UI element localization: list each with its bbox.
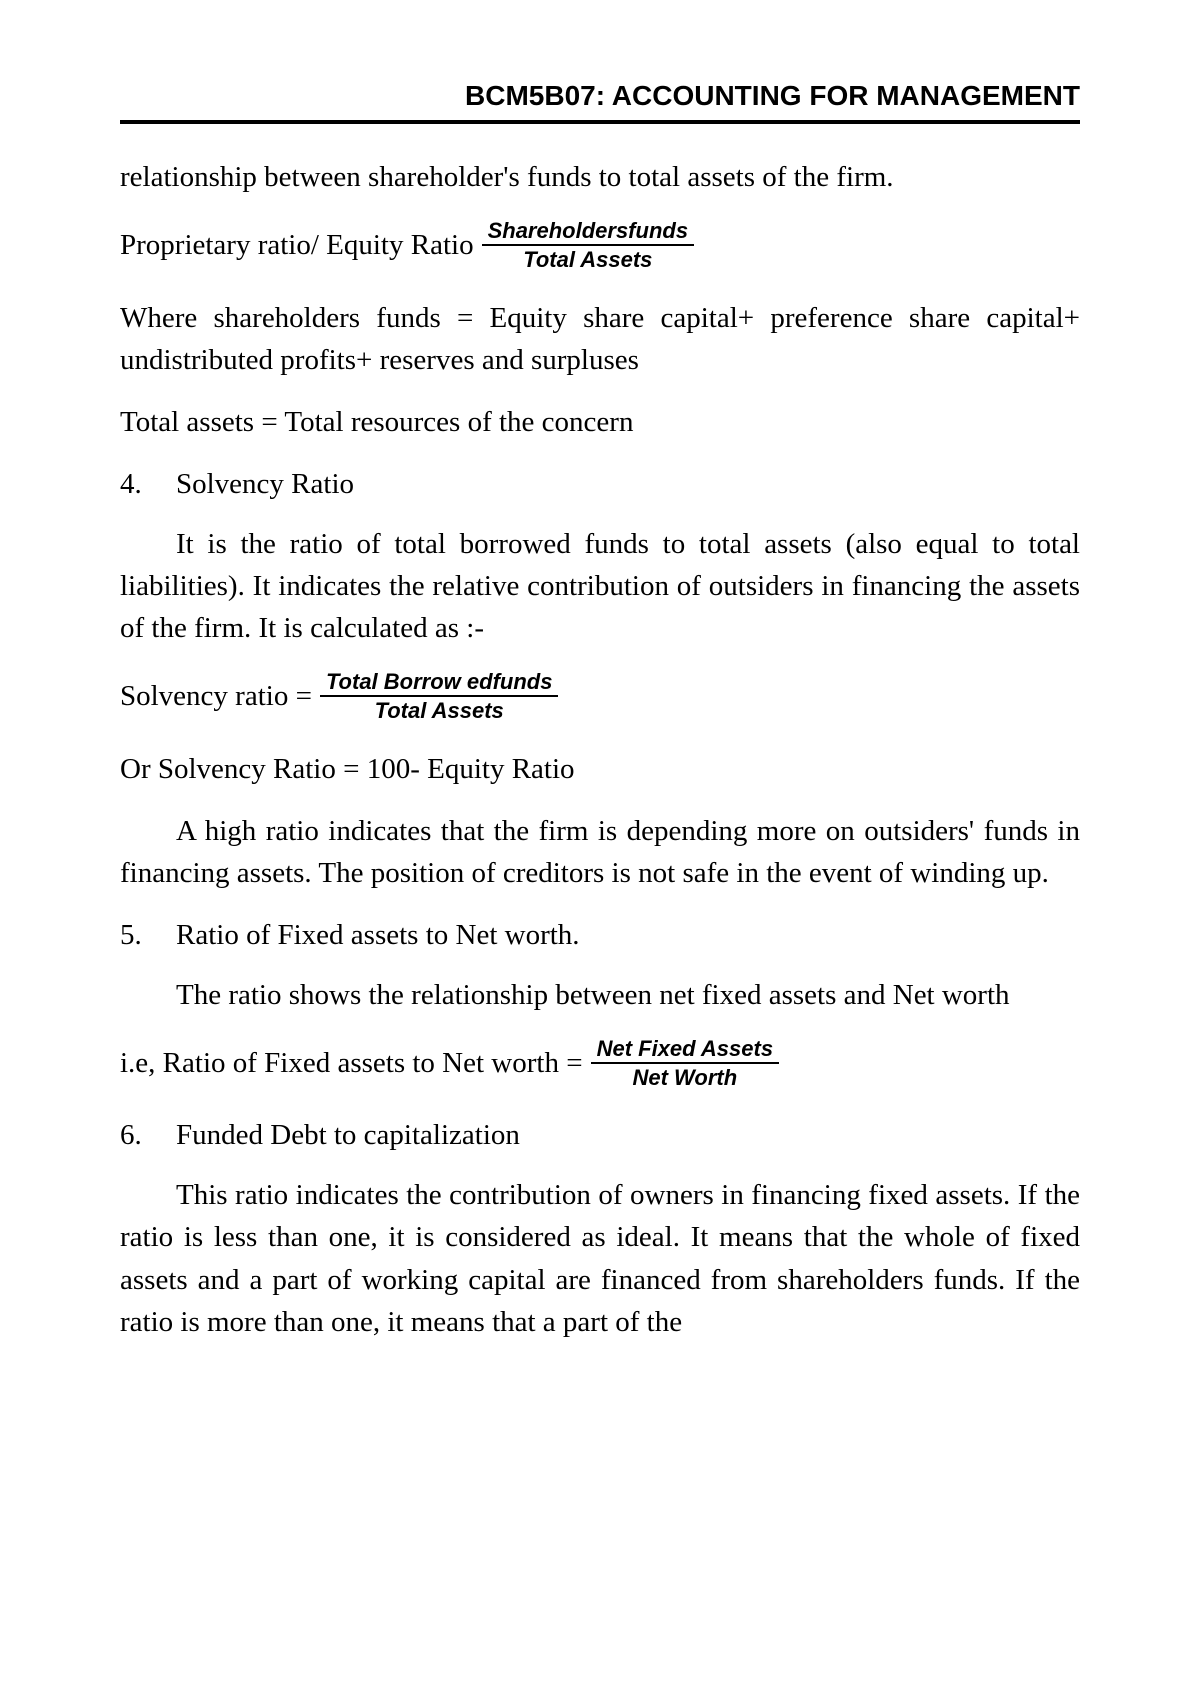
proprietary-fraction: Shareholdersfunds Total Assets [482,218,694,273]
solvency-formula-label: Solvency ratio = [120,680,312,713]
proprietary-formula: Proprietary ratio/ Equity Ratio Sharehol… [120,218,1080,273]
list-item-6: 6. Funded Debt to capitalization [120,1114,1080,1156]
proprietary-numerator: Shareholdersfunds [482,218,694,246]
solvency-fraction: Total Borrow edfunds Total Assets [320,669,559,724]
list-item-5: 5. Ratio of Fixed assets to Net worth. [120,914,1080,956]
solvency-description: It is the ratio of total borrowed funds … [120,523,1080,649]
solvency-denominator: Total Assets [369,697,510,723]
fixed-formula: i.e, Ratio of Fixed assets to Net worth … [120,1036,1080,1091]
intro-paragraph: relationship between shareholder's funds… [120,156,1080,198]
fixed-numerator: Net Fixed Assets [591,1036,779,1064]
fixed-fraction: Net Fixed Assets Net Worth [591,1036,779,1091]
solvency-explanation: A high ratio indicates that the firm is … [120,810,1080,894]
list-number-5: 5. [120,914,176,956]
list-number-6: 6. [120,1114,176,1156]
list-item-4: 4. Solvency Ratio [120,463,1080,505]
fixed-denominator: Net Worth [626,1064,743,1090]
page-header: BCM5B07: ACCOUNTING FOR MANAGEMENT [120,80,1080,124]
where-paragraph-1: Where shareholders funds = Equity share … [120,297,1080,381]
fixed-formula-label: i.e, Ratio of Fixed assets to Net worth … [120,1047,583,1080]
where-paragraph-2: Total assets = Total resources of the co… [120,401,1080,443]
funded-description: This ratio indicates the contribution of… [120,1174,1080,1342]
list-title-4: Solvency Ratio [176,463,1080,505]
solvency-numerator: Total Borrow edfunds [320,669,559,697]
list-title-6: Funded Debt to capitalization [176,1114,1080,1156]
list-title-5: Ratio of Fixed assets to Net worth. [176,914,1080,956]
solvency-formula: Solvency ratio = Total Borrow edfunds To… [120,669,1080,724]
fixed-description: The ratio shows the relationship between… [120,974,1080,1016]
header-title: BCM5B07: ACCOUNTING FOR MANAGEMENT [465,80,1080,111]
list-number-4: 4. [120,463,176,505]
proprietary-denominator: Total Assets [517,246,658,272]
solvency-alternative: Or Solvency Ratio = 100- Equity Ratio [120,748,1080,790]
proprietary-formula-label: Proprietary ratio/ Equity Ratio [120,229,474,262]
